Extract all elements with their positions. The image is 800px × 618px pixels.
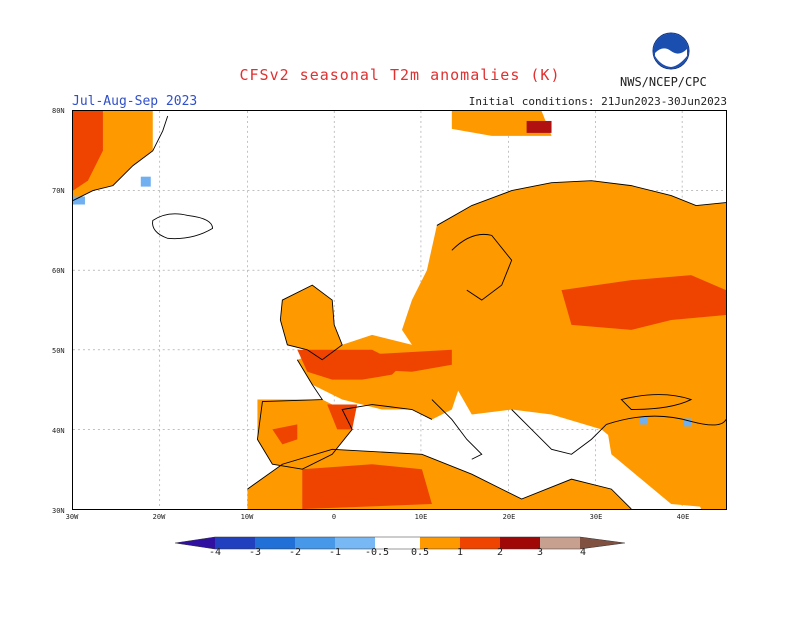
colorbar-label: -2 — [288, 547, 302, 558]
lat-label-70n: 70N — [52, 187, 65, 195]
lon-label-0: 0 — [331, 513, 337, 521]
lat-label-50n: 50N — [52, 347, 65, 355]
colorbar-segment-3-4 — [540, 537, 580, 549]
colorbar-segment-3-2 — [255, 537, 295, 549]
lon-label-10w: 10W — [240, 513, 254, 521]
colorbar-label: -3 — [248, 547, 262, 558]
colorbar-segment-2-1 — [295, 537, 335, 549]
coastlines — [73, 115, 726, 509]
colorbar-label: 2 — [496, 547, 504, 558]
lon-label-30e: 30E — [589, 513, 603, 521]
colorbar-label: 3 — [536, 547, 544, 558]
anomaly-map — [72, 110, 727, 510]
colorbar-segment-1-2 — [460, 537, 500, 549]
colorbar-segment-neutral — [375, 537, 420, 549]
anomaly-shading-1-2 — [73, 111, 726, 509]
forecast-period: Jul-Aug-Sep 2023 — [72, 94, 198, 109]
lat-label-60n: 60N — [52, 267, 65, 275]
colorbar-segment-4-3 — [215, 537, 255, 549]
colorbar-label: 1 — [456, 547, 464, 558]
lon-label-20e: 20E — [502, 513, 516, 521]
lon-label-30w: 30W — [65, 513, 79, 521]
colorbar-label: 0.5 — [410, 547, 430, 558]
colorbar-label: -4 — [208, 547, 222, 558]
lon-label-40e: 40E — [676, 513, 690, 521]
anomaly-shading-0.5-1 — [73, 111, 726, 509]
lat-label-30n: 30N — [52, 507, 65, 515]
colorbar-segment-above-4 — [580, 537, 625, 549]
lon-label-20w: 20W — [152, 513, 166, 521]
initial-conditions: Initial conditions: 21Jun2023-30Jun2023 — [468, 95, 727, 108]
lon-label-10e: 10E — [414, 513, 428, 521]
colorbar-label: -1 — [328, 547, 342, 558]
anomaly-shading-cool — [73, 176, 692, 427]
colorbar-label: 4 — [579, 547, 587, 558]
lat-label-40n: 40N — [52, 427, 65, 435]
colorbar-segment-05-1 — [420, 537, 460, 549]
agency-label: NWS/NCEP/CPC — [620, 75, 707, 89]
colorbar-segment-1-05 — [335, 537, 375, 549]
map-title: CFSv2 seasonal T2m anomalies (K) — [239, 66, 561, 84]
noaa-logo-icon — [652, 32, 690, 70]
lat-label-80n: 80N — [52, 107, 65, 115]
colorbar-segment-2-3 — [500, 537, 540, 549]
colorbar-label: -0.5 — [364, 547, 390, 558]
colorbar-segment-below-4 — [175, 537, 215, 549]
anomaly-shading-2-3 — [526, 120, 552, 133]
colorbar — [175, 536, 625, 550]
